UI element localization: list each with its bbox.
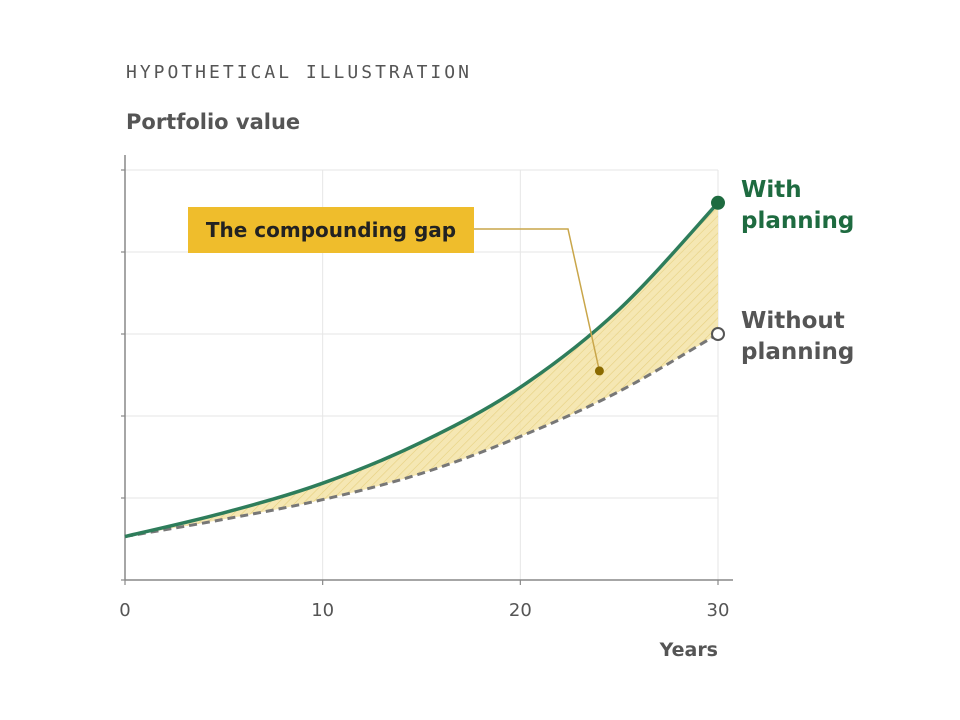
- x-tick-label: 10: [311, 600, 334, 621]
- chart-eyebrow: HYPOTHETICAL ILLUSTRATION: [126, 62, 472, 83]
- x-axis-label: Years: [659, 639, 718, 661]
- without-planning-line: [124, 332, 719, 538]
- without-planning-label-line-2: planning: [741, 339, 854, 365]
- callout-text: The compounding gap: [205, 218, 457, 242]
- callout-leader-line: [474, 228, 601, 372]
- with-planning-label-line-1: With: [741, 177, 802, 203]
- without-planning-end-marker: [711, 327, 725, 341]
- end-markers: [711, 195, 725, 341]
- x-tick-label: 0: [119, 600, 130, 621]
- x-tick-label: 30: [707, 600, 730, 621]
- y-axis-label: Portfolio value: [126, 110, 301, 134]
- callout-leader-dot: [594, 366, 604, 376]
- compounding-gap-callout: The compounding gap: [188, 207, 474, 253]
- with-planning-label: With planning: [741, 177, 854, 234]
- x-tick-labels: 0 10 20 30: [119, 600, 729, 621]
- with-planning-label-line-2: planning: [741, 208, 854, 234]
- axes: [121, 155, 733, 585]
- callout-leader: [474, 228, 604, 376]
- x-tick-label: 20: [509, 600, 532, 621]
- without-planning-label: Without planning: [741, 308, 854, 365]
- without-planning-label-line-1: Without: [741, 308, 845, 334]
- with-planning-end-marker: [711, 195, 725, 210]
- with-planning-line: [124, 201, 720, 539]
